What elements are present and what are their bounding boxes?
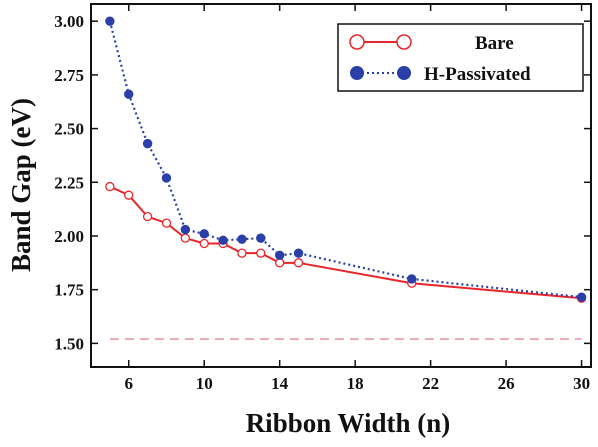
legend-items: Bare H-Passivated bbox=[349, 33, 531, 85]
x-axis-title: Ribbon Width (n) bbox=[246, 408, 451, 438]
data-point bbox=[161, 173, 172, 183]
y-tick-label: 2.50 bbox=[54, 120, 84, 139]
data-point bbox=[256, 233, 266, 243]
y-tick-label: 2.25 bbox=[54, 173, 84, 192]
x-tick-label: 10 bbox=[196, 374, 213, 393]
data-point bbox=[142, 138, 153, 149]
data-point bbox=[256, 248, 266, 258]
data-point bbox=[237, 248, 247, 258]
data-point bbox=[199, 238, 209, 249]
data-point bbox=[293, 248, 304, 258]
legend-marker bbox=[350, 66, 364, 80]
legend-marker bbox=[349, 34, 365, 50]
series-bare bbox=[105, 181, 587, 303]
y-axis-ticks: 1.50 1.75 2.00 2.25 2.50 2.75 3.00 bbox=[54, 12, 591, 353]
plot-frame bbox=[90, 3, 592, 368]
data-point bbox=[161, 218, 172, 228]
x-tick-label: 22 bbox=[422, 374, 439, 393]
legend-marker bbox=[397, 66, 411, 80]
x-tick-label: 26 bbox=[498, 374, 515, 393]
data-point bbox=[142, 211, 153, 222]
data-point bbox=[407, 274, 417, 284]
data-point bbox=[180, 233, 190, 243]
data-point bbox=[105, 181, 115, 192]
x-tick-label: 30 bbox=[573, 374, 590, 393]
data-point bbox=[218, 235, 228, 245]
data-point bbox=[576, 292, 587, 302]
legend-box bbox=[337, 23, 584, 92]
y-tick-label: 1.75 bbox=[54, 281, 84, 300]
legend-label: Bare bbox=[475, 33, 514, 54]
series-line bbox=[109, 185, 582, 300]
legend-marker bbox=[396, 34, 412, 50]
data-point bbox=[105, 16, 115, 26]
x-axis-ticks: 6 10 14 18 22 26 30 bbox=[124, 4, 590, 393]
series-layer bbox=[105, 16, 587, 303]
legend-label: H-Passivated bbox=[424, 64, 531, 85]
x-tick-label: 14 bbox=[271, 374, 289, 393]
legend: Bare H-Passivated bbox=[337, 23, 584, 92]
data-point bbox=[180, 224, 191, 235]
data-point bbox=[275, 258, 285, 268]
y-tick-label: 1.50 bbox=[54, 334, 84, 353]
series-h-passivated bbox=[105, 16, 587, 302]
y-tick-label: 2.75 bbox=[54, 66, 84, 85]
x-tick-label: 18 bbox=[347, 374, 364, 393]
y-tick-label: 2.00 bbox=[54, 227, 84, 246]
data-point bbox=[237, 234, 247, 244]
data-point bbox=[124, 190, 134, 200]
y-axis-title: Band Gap (eV) bbox=[6, 98, 36, 272]
data-point bbox=[124, 89, 134, 99]
data-point bbox=[274, 250, 285, 261]
x-tick-label: 6 bbox=[124, 374, 133, 393]
data-point bbox=[199, 229, 209, 239]
data-point bbox=[293, 258, 304, 268]
y-tick-label: 3.00 bbox=[54, 12, 84, 31]
